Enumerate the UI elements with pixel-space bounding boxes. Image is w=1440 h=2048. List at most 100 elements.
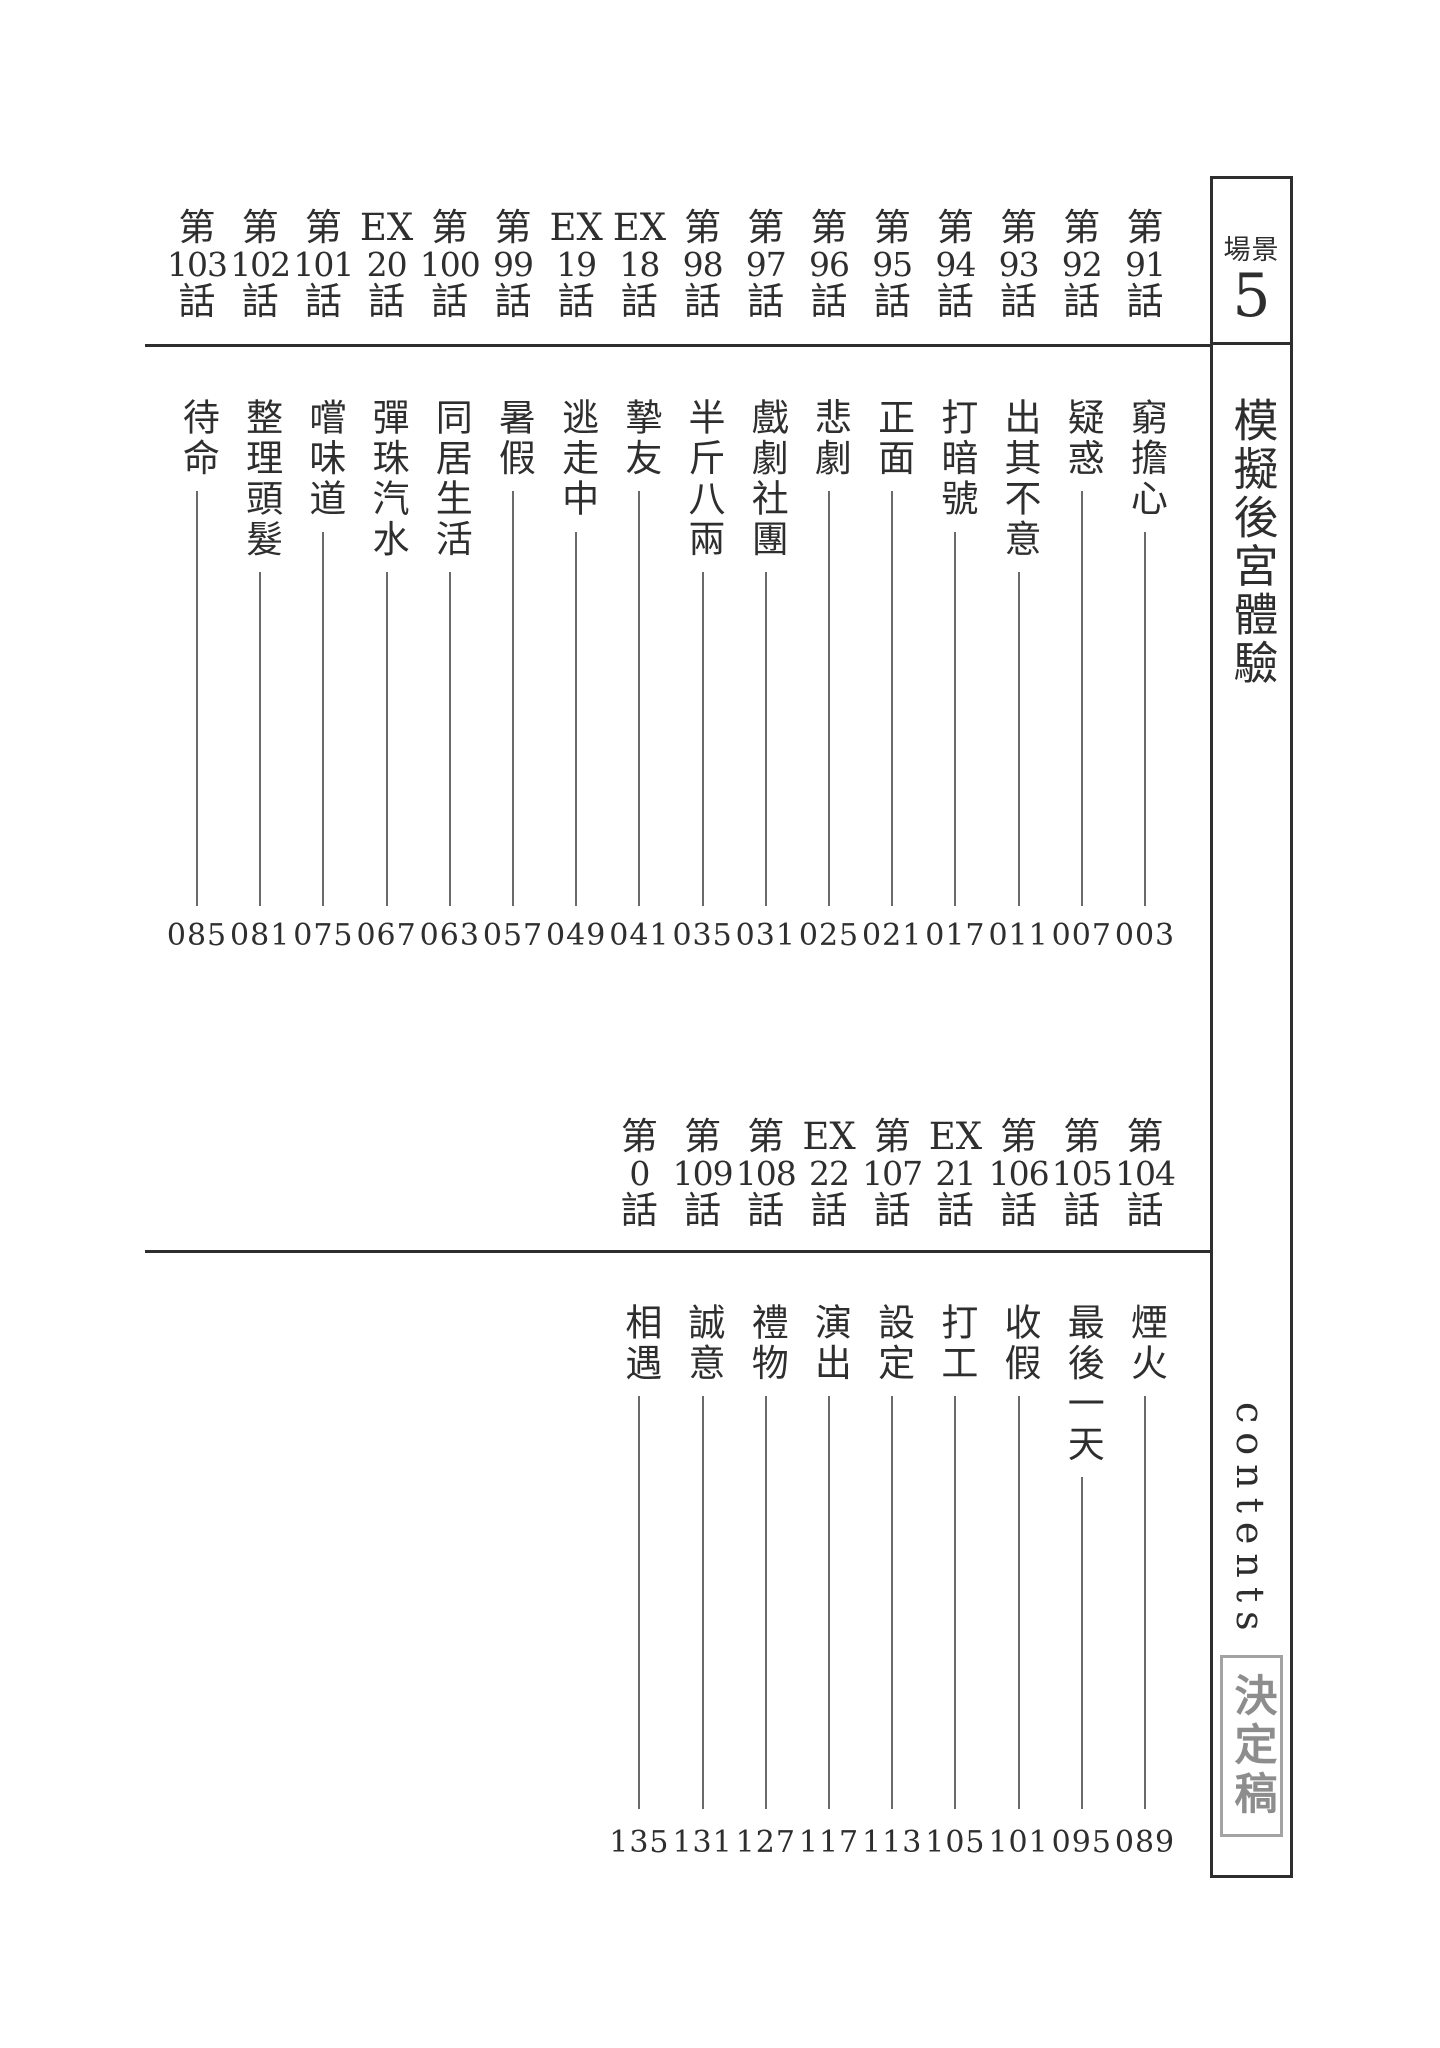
page-number: 085 (166, 918, 228, 953)
chapter-label: 第 104 話 (1100, 1118, 1190, 1229)
upper-section-rule (145, 344, 1210, 347)
chapter-prefix: 第 (810, 206, 848, 249)
leader-line (954, 531, 957, 906)
chapter-number: 107 (862, 1154, 923, 1193)
chapter-title: 半斤八兩 (682, 398, 726, 560)
chapter-title: 演出 (808, 1303, 852, 1384)
chapter-suffix: 話 (1000, 1189, 1038, 1232)
chapter-label: EX 22 話 (784, 1118, 874, 1229)
scene-number: 5 (1232, 261, 1271, 331)
leader-line (385, 572, 388, 906)
toc-entry: 第 100 話 同居生活 063 (405, 209, 495, 966)
chapter-number: 102 (230, 245, 291, 284)
chapter-title: 打工 (934, 1303, 978, 1384)
leader-line (196, 491, 198, 906)
leader-line (1080, 491, 1083, 906)
page-number: 041 (609, 918, 670, 953)
leader-line (575, 531, 578, 906)
chapter-prefix: 第 (1000, 1115, 1038, 1158)
chapter-label: EX 18 話 (594, 209, 684, 320)
toc-entry: EX 20 話 彈珠汽水 067 (342, 209, 432, 966)
leader-line (701, 572, 704, 906)
leader-line (512, 491, 514, 906)
chapter-title: 相遇 (618, 1303, 662, 1384)
chapter-prefix: 第 (494, 206, 532, 249)
chapter-number: 99 (493, 245, 534, 284)
chapter-prefix: 第 (747, 1115, 785, 1158)
page-number: 081 (230, 918, 291, 953)
chapter-title: 最後一天 (1061, 1303, 1105, 1465)
chapter-label: 第 106 話 (974, 1118, 1064, 1229)
page-number: 063 (419, 918, 480, 953)
chapter-title: 正面 (871, 398, 915, 479)
lower-section-rule (145, 1250, 1210, 1253)
chapter-suffix: 話 (620, 1189, 658, 1232)
toc-entry: 第 92 話 疑惑 007 (1037, 209, 1127, 966)
sidebar-frame: 場景 5 (1210, 176, 1293, 1878)
chapter-title: 悲劇 (808, 398, 852, 479)
chapter-label: 第 95 話 (847, 209, 937, 320)
leader-line (1017, 572, 1020, 906)
leader-line (701, 1396, 704, 1809)
toc-entry: 第 107 話 設定 113 (847, 1118, 937, 1873)
chapter-prefix: 第 (304, 206, 342, 249)
leader-line (891, 491, 894, 906)
chapter-suffix: 話 (304, 280, 342, 323)
chapter-number: 96 (809, 245, 850, 284)
toc-entry: 第 108 話 禮物 127 (721, 1118, 811, 1873)
chapter-label: 第 100 話 (405, 209, 495, 320)
chapter-prefix: EX (612, 206, 667, 249)
chapter-suffix: 話 (747, 1189, 785, 1232)
chapter-suffix: 話 (1063, 280, 1101, 323)
page-number: 049 (546, 918, 607, 953)
page-number: 035 (672, 918, 733, 953)
chapter-suffix: 話 (873, 1189, 911, 1232)
chapter-suffix: 話 (1126, 1189, 1164, 1232)
chapter-label: 第 93 話 (974, 209, 1064, 320)
chapter-prefix: 第 (1126, 1115, 1164, 1158)
chapter-number: 108 (735, 1154, 797, 1193)
chapter-title: 整理頭髮 (239, 398, 283, 560)
chapter-suffix: 話 (747, 280, 785, 323)
chapter-title: 禮物 (745, 1303, 789, 1384)
scene-label: 場景 (1223, 235, 1280, 266)
chapter-prefix: 第 (620, 1115, 658, 1158)
page-number: 113 (862, 1825, 923, 1860)
page-number: 067 (356, 918, 417, 953)
chapter-label: EX 19 話 (531, 209, 621, 320)
leader-line (1017, 1396, 1020, 1809)
chapter-label: EX 20 話 (342, 209, 432, 320)
chapter-number: 21 (935, 1154, 976, 1193)
toc-entry: 第 97 話 戲劇社團 031 (721, 209, 811, 966)
leader-line (1080, 1477, 1083, 1809)
chapter-number: 100 (419, 245, 481, 284)
scene-box: 場景 5 (1213, 179, 1290, 345)
chapter-suffix: 話 (810, 1189, 848, 1232)
chapter-suffix: 話 (684, 1189, 722, 1232)
toc-entry: 第 93 話 出其不意 011 (974, 209, 1064, 966)
page-number: 095 (1051, 1825, 1112, 1860)
chapter-label: 第 107 話 (847, 1118, 937, 1229)
chapter-label: 第 0 話 (594, 1118, 684, 1229)
chapter-number: 94 (935, 245, 976, 284)
chapter-title: 出其不意 (998, 398, 1042, 560)
page-number: 003 (1114, 918, 1176, 953)
chapter-suffix: 話 (178, 280, 216, 323)
chapter-suffix: 話 (241, 280, 279, 323)
chapter-suffix: 話 (936, 1189, 974, 1232)
chapter-suffix: 話 (368, 280, 406, 323)
toc-entry: EX 21 話 打工 105 (910, 1118, 1000, 1873)
series-title: 模擬後宮體驗 (1225, 397, 1279, 688)
page-number: 105 (925, 1825, 986, 1860)
chapter-prefix: 第 (747, 206, 785, 249)
toc-entry: 第 95 話 正面 021 (847, 209, 937, 966)
chapter-prefix: 第 (431, 206, 469, 249)
toc-entry: EX 19 話 逃走中 049 (531, 209, 621, 966)
chapter-label: 第 99 話 (468, 209, 558, 320)
leader-line (322, 531, 325, 906)
chapter-prefix: EX (359, 206, 414, 249)
page-number: 057 (482, 918, 544, 953)
leader-line (954, 1396, 957, 1809)
chapter-number: 22 (809, 1154, 850, 1193)
